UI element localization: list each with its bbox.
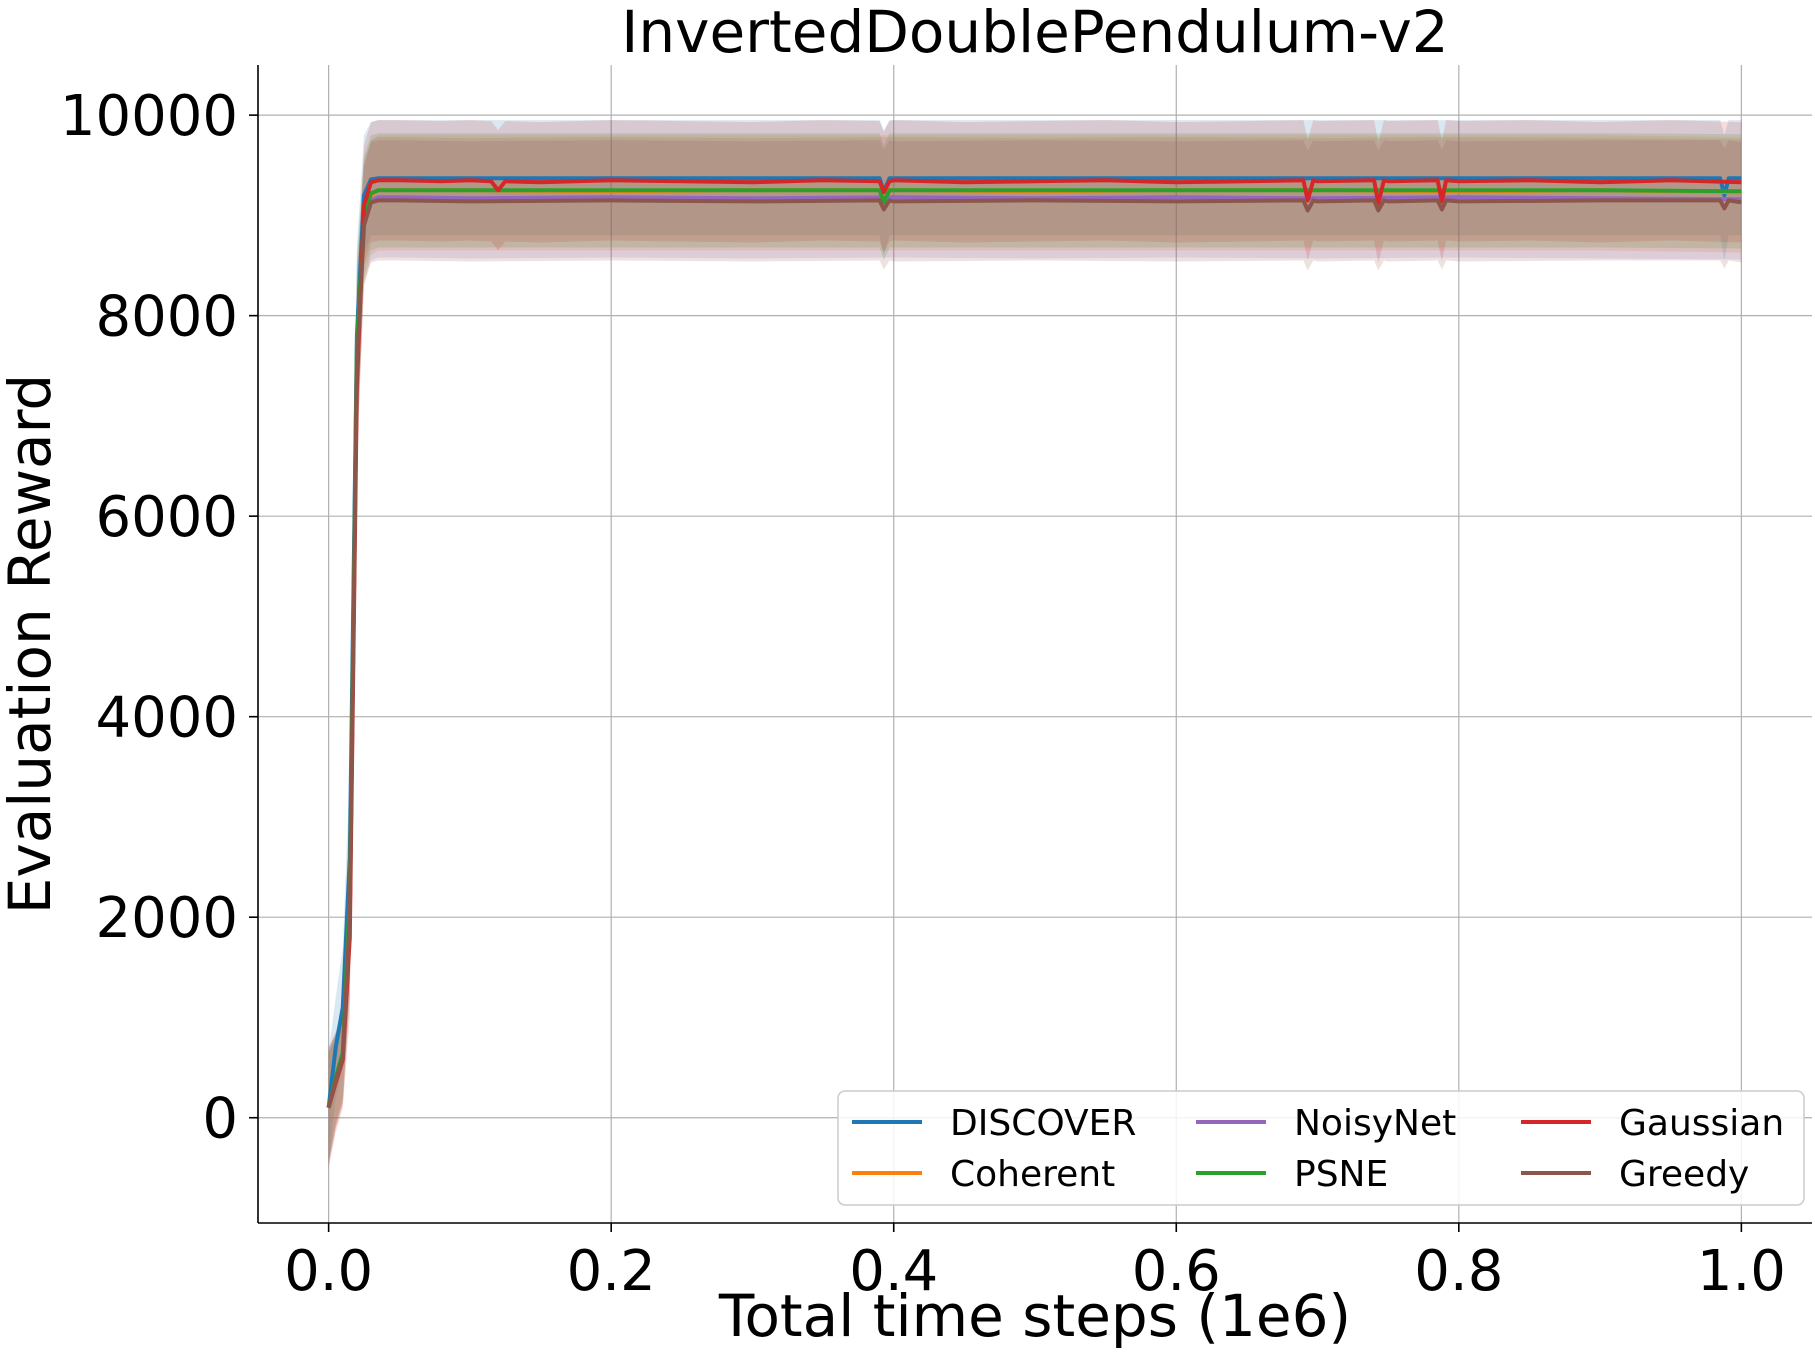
x-tick-label: 1.0 <box>1697 1239 1786 1304</box>
confidence-bands <box>328 120 1742 1168</box>
y-tick-label: 2000 <box>95 886 238 951</box>
x-tick-label: 0.6 <box>1132 1239 1221 1304</box>
y-axis-label: Evaluation Reward <box>0 374 64 914</box>
x-tick-label: 0.4 <box>849 1239 938 1304</box>
noisynet-confidence-band <box>328 137 1742 1163</box>
legend-label-discover: DISCOVER <box>950 1103 1136 1144</box>
y-tick-label: 8000 <box>95 285 238 350</box>
axes-spines <box>257 65 1812 1224</box>
greedy-series-line <box>326 198 1742 1109</box>
chart-title: InvertedDoublePendulum-v2 <box>621 0 1448 66</box>
discover-series-line <box>326 176 1742 1108</box>
y-tick-label: 4000 <box>95 686 238 751</box>
psne-confidence-band <box>328 133 1742 1163</box>
legend-label-psne: PSNE <box>1294 1154 1388 1195</box>
legend-label-coherent: Coherent <box>950 1154 1115 1195</box>
x-axis-label: Total time steps (1e6) <box>718 1282 1351 1350</box>
x-axis-ticks: 0.0 0.2 0.4 0.6 0.8 1.0 <box>284 1223 1786 1304</box>
legend-label-greedy: Greedy <box>1619 1154 1749 1195</box>
x-tick-label: 0.8 <box>1414 1239 1503 1304</box>
gaussian-confidence-band <box>328 120 1742 1168</box>
series-lines <box>326 176 1742 1109</box>
greedy-confidence-band <box>328 140 1742 1168</box>
psne-series-line <box>326 188 1742 1109</box>
y-tick-label: 6000 <box>95 485 238 550</box>
x-tick-label: 0.2 <box>567 1239 656 1304</box>
legend-box <box>837 1090 1805 1206</box>
legend-label-noisynet: NoisyNet <box>1294 1103 1456 1144</box>
coherent-confidence-band <box>328 135 1742 1163</box>
y-tick-label: 0 <box>202 1087 238 1152</box>
gaussian-series-line <box>326 178 1742 1109</box>
legend: DISCOVER Coherent NoisyNet PSNE Gaussian Gree… <box>837 1090 1805 1206</box>
discover-confidence-band <box>328 120 1742 1163</box>
legend-label-gaussian: Gaussian <box>1619 1103 1784 1144</box>
y-tick-label: 10000 <box>60 84 238 149</box>
noisynet-series-line <box>326 195 1742 1109</box>
coherent-series-line <box>326 188 1742 1109</box>
grid-lines <box>258 65 1812 1223</box>
x-tick-label: 0.0 <box>284 1239 373 1304</box>
y-axis-ticks: 0 2000 4000 6000 8000 10000 <box>60 84 258 1152</box>
